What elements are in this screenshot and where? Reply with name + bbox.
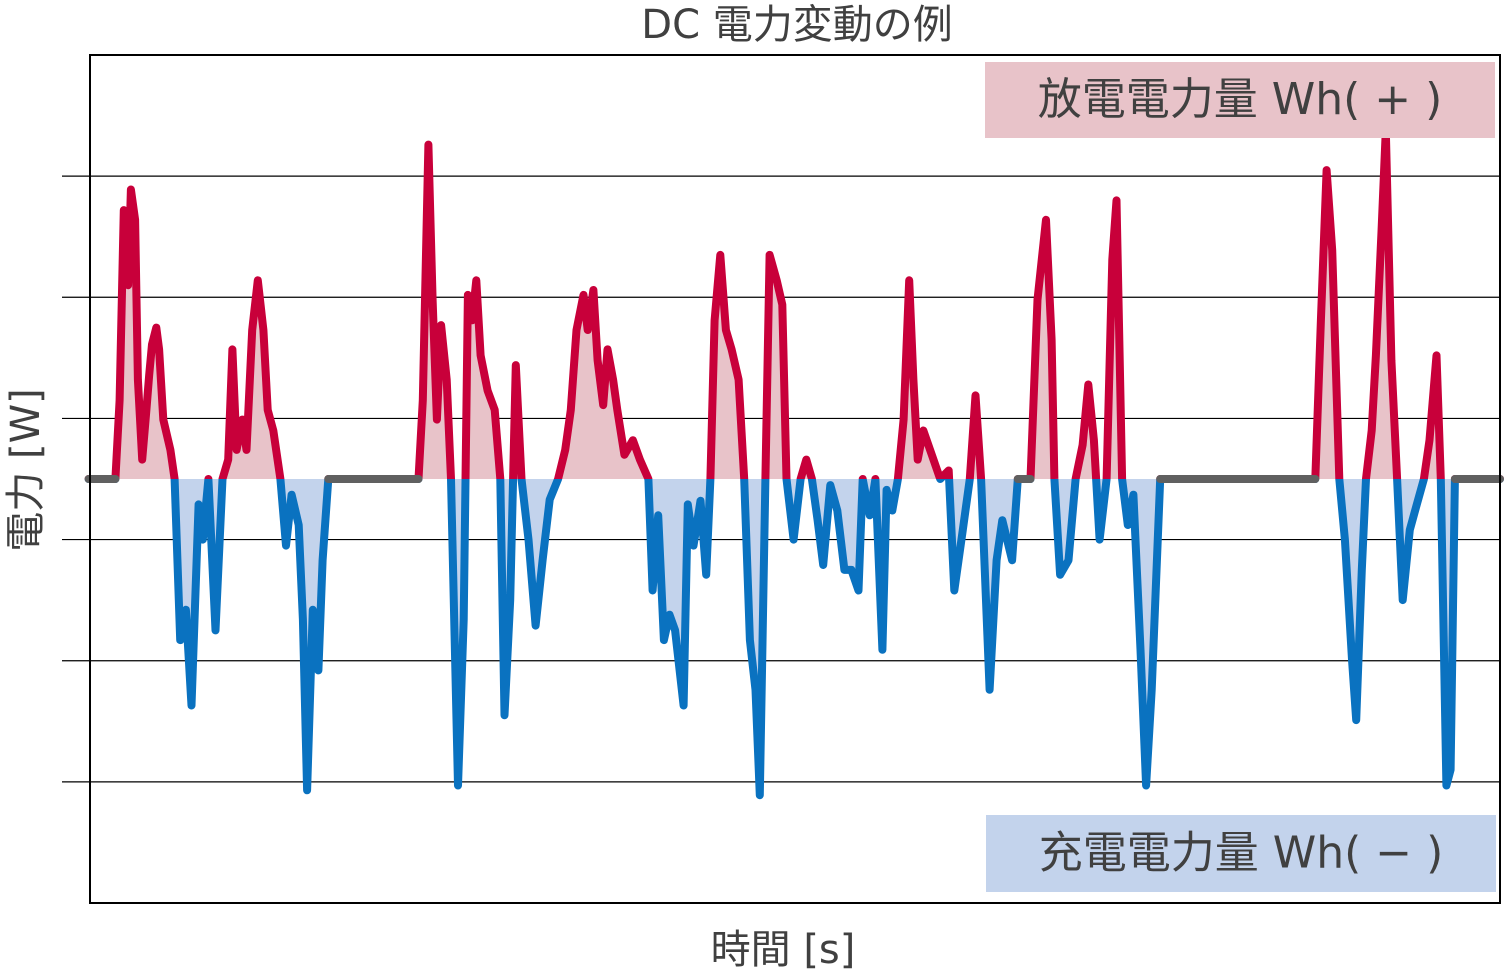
area-positive [88, 130, 1500, 479]
plot-frame [89, 54, 1501, 904]
lines [84, 126, 1504, 800]
annotations: 放電電力量 Wh( + ) 充電電力量 Wh( − ) [985, 62, 1496, 892]
x-axis-label: 時間 [s] [711, 927, 856, 973]
annotation-text: 放電電力量 Wh( + ) [1038, 74, 1443, 125]
annotation-box [985, 62, 1495, 138]
y-axis-label: 電力 [W] [3, 388, 49, 551]
areas [88, 130, 1500, 796]
chart-title: DC 電力変動の例 [641, 2, 952, 48]
area-negative [88, 479, 1500, 796]
line-positive [84, 126, 1504, 479]
line-negative [84, 479, 1504, 800]
annotation-box [986, 815, 1496, 892]
annotation-text: 充電電力量 Wh( − ) [1039, 828, 1444, 879]
